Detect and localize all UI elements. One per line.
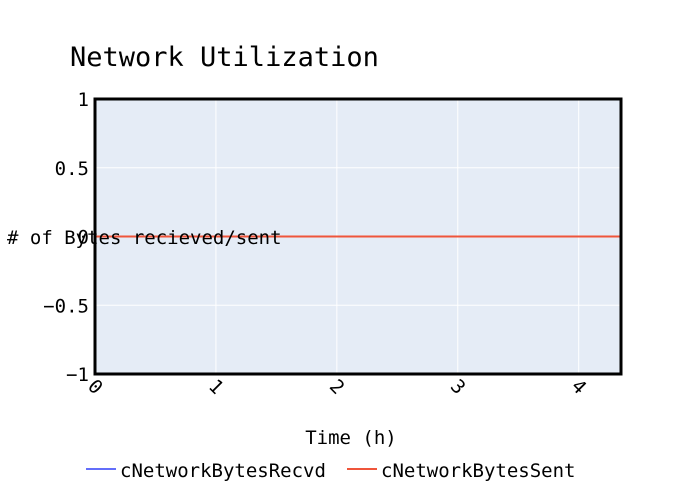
legend: cNetworkBytesRecvd cNetworkBytesSent [86, 460, 575, 482]
y-tick-label: −1 [66, 364, 89, 386]
y-tick-label: −0.5 [43, 295, 89, 317]
y-axis-ticks: 1 0.5 0 −0.5 −1 [43, 89, 89, 386]
x-tick-label: 3 [446, 375, 470, 399]
y-tick-label: 0 [78, 227, 89, 249]
legend-label: cNetworkBytesSent [381, 460, 575, 482]
x-axis-label: Time (h) [305, 427, 397, 449]
chart-title: Network Utilization [70, 42, 379, 73]
x-tick-label: 4 [567, 375, 591, 399]
x-tick-label: 2 [325, 375, 349, 399]
y-tick-label: 1 [78, 89, 89, 111]
x-tick-label: 1 [204, 375, 228, 399]
legend-label: cNetworkBytesRecvd [120, 460, 326, 482]
y-tick-label: 0.5 [55, 158, 89, 180]
y-axis-label: # of Bytes recieved/sent [7, 227, 282, 249]
plot-border [93, 97, 623, 376]
